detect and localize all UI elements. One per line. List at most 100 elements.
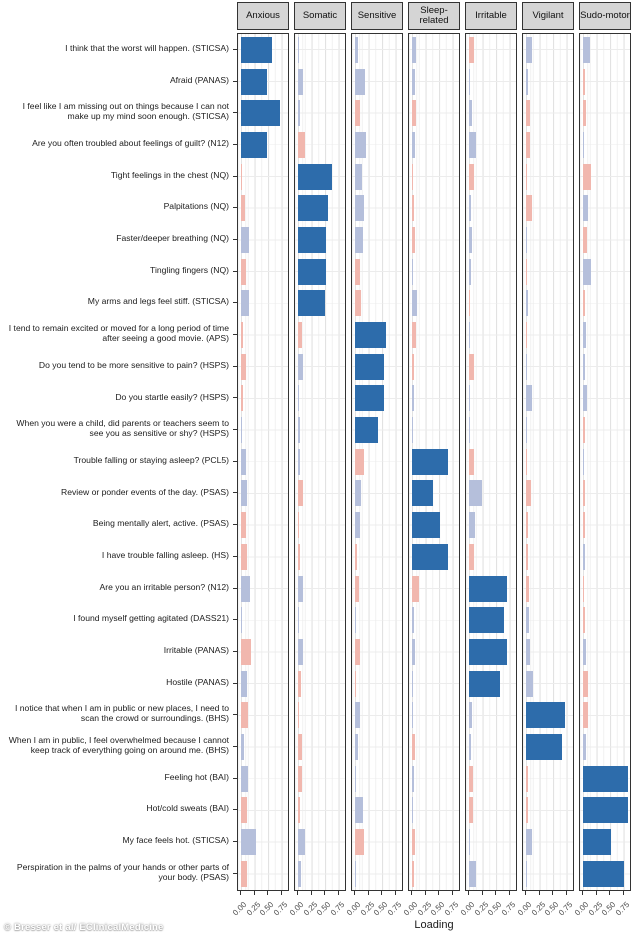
loading-bar [241,797,247,824]
x-axis-tick [468,890,469,895]
loading-bar [241,733,245,760]
loading-bar [469,607,504,634]
bar-row [295,573,345,605]
bar-row [523,288,573,320]
bar-row [523,319,573,351]
facet-panel [351,33,403,891]
bar-row [409,414,459,446]
loading-bar [412,670,413,697]
loading-bar [469,797,473,824]
loading-bar [583,417,586,444]
loading-bar [526,702,566,729]
bar-row [352,129,402,161]
bar-row [352,858,402,890]
x-axis-tick [595,890,597,895]
bar-row [523,256,573,288]
loading-bar [469,226,473,253]
y-axis-tick [233,587,237,589]
loading-bar [355,290,361,317]
loading-bar [412,195,414,222]
loading-bar [526,575,530,602]
item-label: Hot/cold sweats (BAI) [146,803,229,814]
loading-bar [355,36,358,63]
loading-bar [526,670,533,697]
loading-bar [526,226,527,253]
loading-bar [526,480,531,507]
item-label: Faster/deeper breathing (NQ) [116,233,229,244]
loading-bar [298,290,325,317]
x-axis-tick [582,890,583,895]
bar-row [580,446,630,478]
y-axis-tick [233,143,237,145]
item-row-label: Do you startle easily? (HSPS) [0,382,237,414]
loading-bar [412,480,433,507]
bar-row [409,795,459,827]
bar-row [295,699,345,731]
loading-bar [583,226,587,253]
loading-bar [412,829,415,856]
bar-row [409,288,459,320]
loading-bar [355,385,384,412]
loading-bar [583,829,612,856]
item-label: Are you often troubled about feelings of… [32,138,229,148]
item-label: Irritable (PANAS) [163,645,229,655]
bar-row [466,414,516,446]
x-axis-tick [495,890,496,895]
bar-row [238,795,288,827]
loading-bar [298,353,303,380]
loading-bar [355,860,356,887]
bar-row [409,351,459,383]
x-axis-ticks [579,890,631,895]
bar-row [238,66,288,98]
loading-bar [412,860,414,887]
bar-row [466,699,516,731]
bar-row [523,224,573,256]
bar-row [238,478,288,510]
loading-bar [526,860,527,887]
bar-row [409,129,459,161]
facet-panel [465,33,517,891]
loading-bar [469,163,475,190]
loading-bar [583,448,584,475]
bar-row [409,509,459,541]
bar-row [409,256,459,288]
x-axis-tick [337,890,339,895]
x-axis-ticks [408,890,460,895]
x-axis-ticks [294,890,346,895]
x-axis-ticks [351,890,403,895]
bar-row [409,604,459,636]
loading-bar [355,702,361,729]
bar-row [352,541,402,573]
loading-bar [241,322,244,349]
bar-row [295,256,345,288]
loading-bar [583,36,590,63]
bar-row [238,573,288,605]
bar-row [238,668,288,700]
y-axis-tick [233,207,237,209]
bar-row [238,414,288,446]
bar-row [295,34,345,66]
bar-row [580,351,630,383]
bar-row [580,224,630,256]
loading-bar [298,480,304,507]
bar-row [580,509,630,541]
bar-row [523,446,573,478]
loading-bar [298,258,326,285]
bar-row [466,34,516,66]
loading-bar [583,512,585,539]
bar-row [466,66,516,98]
bar-row [523,478,573,510]
loading-bar [469,258,471,285]
bar-row [238,763,288,795]
loading-bar [355,512,361,539]
loading-bar [526,829,532,856]
loading-bar [298,385,299,412]
x-axis-tick [253,890,255,895]
x-axis-ticks [522,890,574,895]
item-label: My face feels hot. (STICSA) [122,835,230,846]
bar-row [409,446,459,478]
loading-bar [526,36,532,63]
bar-row [523,383,573,415]
item-row-label: Being mentally alert, active. (PSAS) [0,508,237,540]
bar-row [238,161,288,193]
